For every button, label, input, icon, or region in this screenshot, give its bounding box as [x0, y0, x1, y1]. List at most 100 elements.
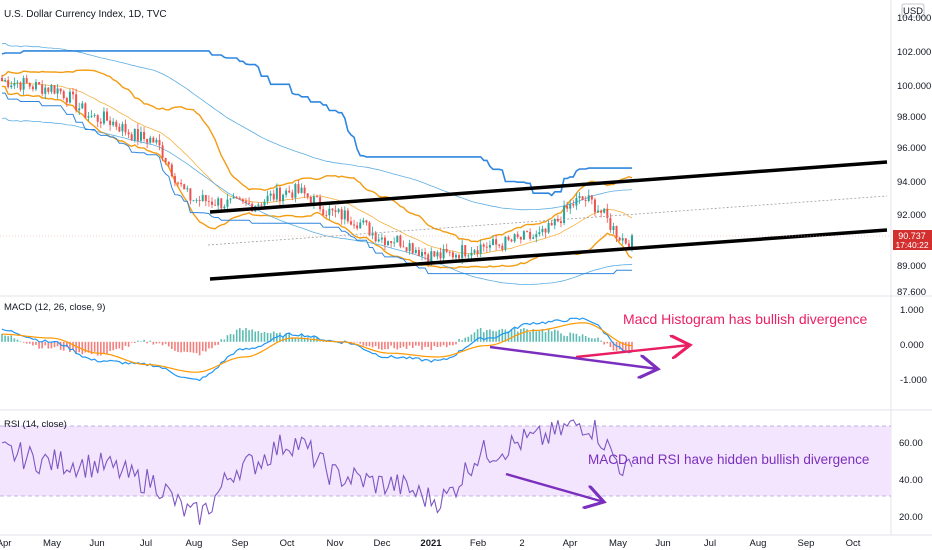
- macd-histogram-bar: [418, 341, 420, 346]
- candle-body: [442, 249, 445, 259]
- candle-body: [513, 234, 516, 242]
- time-tick-label: Jun: [655, 538, 670, 549]
- candle-body: [556, 218, 559, 222]
- time-tick-label: Jul: [704, 538, 716, 549]
- macd-histogram-bar: [371, 341, 374, 348]
- candle-body: [300, 187, 303, 193]
- macd-histogram-bar: [41, 341, 43, 349]
- candle-body: [346, 210, 349, 222]
- candle-body: [454, 255, 457, 258]
- candle-body: [207, 201, 210, 202]
- macd-histogram-bar: [96, 341, 99, 356]
- candle-body: [337, 209, 340, 212]
- candle-body: [269, 193, 272, 196]
- macd-histogram-bar: [526, 329, 528, 342]
- macd-hidden-divergence-arrow[interactable]: [489, 345, 658, 369]
- candle-body: [510, 239, 513, 242]
- macd-histogram-bar: [303, 338, 306, 342]
- candle-body: [68, 91, 71, 103]
- candle-body: [263, 201, 266, 206]
- macd-histogram-bar: [479, 328, 482, 342]
- macd-histogram-bar: [408, 341, 411, 346]
- candle-body: [390, 241, 393, 244]
- candle-body: [201, 194, 204, 201]
- candle-body: [19, 82, 22, 90]
- price-tick-label: 100.000: [897, 81, 931, 92]
- candle-body: [340, 209, 343, 220]
- rsi-tick-label: 20.00: [899, 512, 923, 523]
- macd-histogram-bar: [609, 341, 612, 348]
- candle-body: [238, 198, 241, 200]
- currency-badge[interactable]: USD: [903, 6, 923, 17]
- macd-histogram-bar: [16, 339, 19, 342]
- candle-body: [563, 205, 566, 224]
- channel-mid-line[interactable]: [207, 195, 888, 246]
- candle-body: [118, 126, 121, 132]
- envelope-upper: [1, 42, 633, 211]
- currency-badge-box[interactable]: [901, 3, 925, 18]
- macd-divergence-arrow[interactable]: [575, 345, 690, 357]
- macd-histogram-bar: [47, 341, 50, 349]
- candle-body: [170, 164, 173, 177]
- candle-body: [414, 249, 417, 254]
- channel-upper-line[interactable]: [209, 160, 888, 214]
- candle-body: [62, 91, 65, 99]
- candle-body: [488, 245, 491, 248]
- macd-histogram-bar: [390, 341, 392, 346]
- time-tick-label: Jun: [89, 538, 104, 549]
- macd-histogram-bar: [56, 341, 59, 347]
- macd-histogram-bar: [279, 332, 281, 342]
- candle-body: [41, 84, 44, 94]
- candle-body: [430, 251, 433, 262]
- candle-body: [278, 187, 281, 202]
- macd-histogram-bar: [621, 341, 624, 353]
- macd-histogram-bar: [103, 341, 105, 354]
- candle-body: [451, 252, 454, 258]
- macd-histogram-bar: [149, 340, 152, 342]
- candle-body: [421, 252, 423, 257]
- time-tick-label: Aug: [750, 538, 767, 549]
- price-tick-label: 98.000: [897, 112, 926, 123]
- macd-histogram-bar: [597, 337, 599, 342]
- bollinger-upper: [1, 69, 633, 243]
- time-tick-label: Jul: [140, 538, 152, 549]
- macd-histogram-bar: [591, 338, 593, 342]
- time-tick-label: May: [609, 538, 627, 549]
- macd-histogram-bar: [470, 334, 473, 342]
- macd-histogram-bar: [504, 329, 507, 342]
- candle-body: [417, 249, 420, 257]
- macd-histogram-bar: [436, 341, 439, 348]
- macd-title: MACD (12, 26, close, 9): [4, 302, 105, 313]
- macd-histogram-bar: [229, 334, 232, 342]
- channel-lower-line[interactable]: [209, 228, 888, 281]
- candle-body: [396, 235, 399, 243]
- candle-body: [235, 197, 238, 199]
- candle-body: [624, 238, 627, 244]
- macd-histogram-bar: [192, 341, 195, 353]
- macd-histogram-bar: [7, 336, 9, 342]
- candle-body: [102, 111, 105, 124]
- candle-body: [606, 208, 609, 219]
- macd-histogram-bar: [486, 330, 488, 342]
- macd-histogram-bar: [44, 341, 47, 346]
- candle-body: [393, 242, 396, 244]
- candle-body: [516, 234, 519, 237]
- macd-histogram-bar: [177, 341, 179, 353]
- bollinger-basis: [1, 80, 633, 255]
- y-axis[interactable]: 104.000 102.000 100.000 98.000 96.000 94.000 9…: [897, 13, 931, 523]
- candle-body: [519, 236, 522, 240]
- candle-body: [291, 192, 294, 198]
- candle-body: [405, 247, 408, 252]
- candle-body: [127, 132, 130, 135]
- candle-body: [371, 232, 374, 236]
- macd-histogram-bar: [566, 336, 568, 342]
- macd-histogram-bar: [399, 341, 402, 348]
- rsi-hidden-divergence-arrow[interactable]: [505, 472, 604, 502]
- macd-histogram-bar: [628, 341, 630, 354]
- x-axis[interactable]: Apr May Jun Jul Aug Sep Oct Nov Dec 2021 Feb 2 Apr Ma…: [0, 538, 861, 549]
- macd-histogram-bar: [603, 341, 606, 345]
- candle-body: [1, 77, 3, 82]
- candle-body: [180, 183, 183, 185]
- candle-body: [621, 238, 624, 241]
